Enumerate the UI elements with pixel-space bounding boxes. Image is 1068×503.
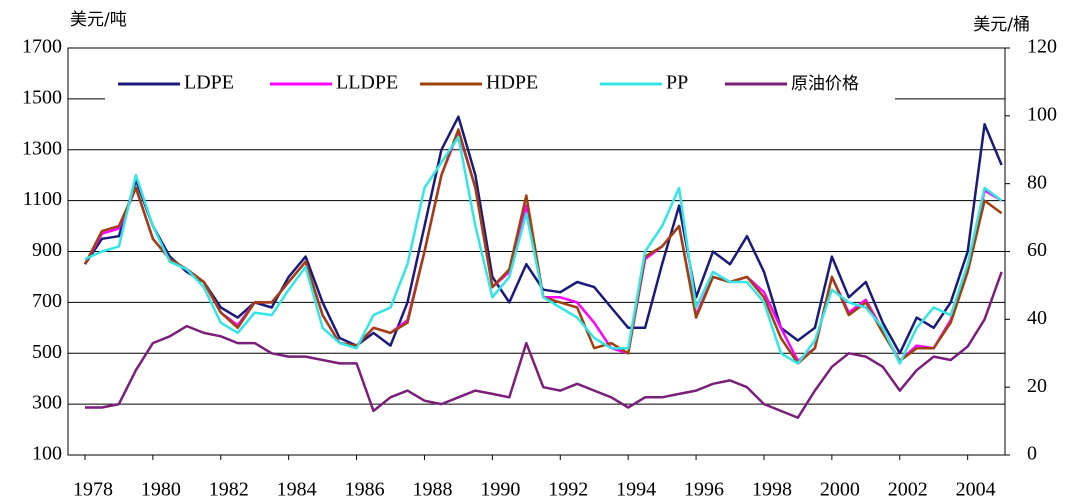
legend-label: 原油价格 bbox=[791, 74, 859, 94]
legend-label: HDPE bbox=[486, 72, 538, 94]
x-tick-label: 1994 bbox=[616, 479, 656, 501]
x-tick-label: 1988 bbox=[412, 479, 452, 501]
x-tick-label: 2000 bbox=[820, 479, 860, 501]
y2-tick-label: 120 bbox=[1027, 36, 1057, 58]
x-tick-label: 1998 bbox=[752, 479, 792, 501]
y2-tick-label: 40 bbox=[1027, 307, 1047, 329]
y-tick-label: 1100 bbox=[23, 188, 62, 210]
series-line bbox=[85, 271, 1003, 419]
y-axis-label: 美元/吨 bbox=[70, 10, 127, 30]
legend-label: LDPE bbox=[184, 72, 234, 94]
y-tick-label: 1700 bbox=[22, 36, 62, 58]
x-tick-label: 1978 bbox=[73, 479, 113, 501]
x-tick-label: 1992 bbox=[548, 479, 588, 501]
x-tick-label: 1990 bbox=[480, 479, 520, 501]
y2-tick-label: 60 bbox=[1027, 239, 1047, 261]
y2-tick-label: 80 bbox=[1027, 171, 1047, 193]
x-tick-label: 2002 bbox=[888, 479, 928, 501]
y2-tick-label: 100 bbox=[1027, 103, 1057, 125]
y2-tick-label: 20 bbox=[1027, 375, 1047, 397]
y-tick-label: 100 bbox=[32, 443, 62, 465]
x-tick-label: 1982 bbox=[209, 479, 249, 501]
series-line bbox=[83, 115, 1003, 355]
x-tick-label: 1984 bbox=[277, 479, 317, 501]
y2-tick-label: 0 bbox=[1027, 443, 1037, 465]
series-line bbox=[84, 135, 1003, 365]
x-tick-label: 1980 bbox=[141, 479, 181, 501]
y-tick-label: 300 bbox=[32, 392, 62, 414]
y-tick-label: 1500 bbox=[22, 86, 62, 108]
y-tick-label: 700 bbox=[32, 290, 62, 312]
y-tick-label: 900 bbox=[32, 239, 62, 261]
y-tick-label: 1300 bbox=[22, 137, 62, 159]
x-tick-label: 1996 bbox=[684, 479, 724, 501]
x-tick-label: 1986 bbox=[345, 479, 385, 501]
legend-label: PP bbox=[666, 72, 688, 94]
y2-axis-label: 美元/桶 bbox=[973, 15, 1030, 35]
y-tick-label: 500 bbox=[32, 341, 62, 363]
x-tick-label: 2004 bbox=[956, 479, 996, 501]
legend-label: LLDPE bbox=[336, 72, 398, 94]
